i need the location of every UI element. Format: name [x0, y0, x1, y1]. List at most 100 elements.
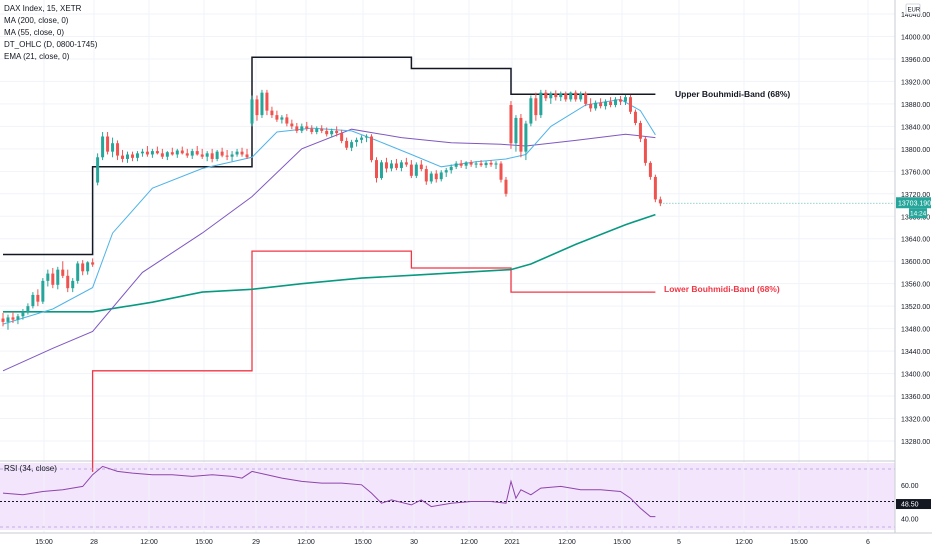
candle-body — [140, 151, 144, 154]
candle-body — [474, 163, 478, 165]
candle-body — [584, 93, 588, 104]
candle-body — [121, 155, 125, 159]
time-tick-label: 12:00 — [297, 539, 315, 546]
candle-body — [76, 263, 80, 281]
rsi-value-text: 48.50 — [901, 502, 919, 509]
price-tick-label: 13480.00 — [901, 327, 930, 334]
time-tick-label: 29 — [252, 539, 260, 546]
candle-body — [290, 123, 294, 127]
candle-body — [559, 93, 563, 98]
candle-body — [71, 280, 75, 289]
candle-body — [91, 262, 95, 265]
candle-body — [86, 262, 90, 272]
rsi-tick-label: 40.00 — [901, 516, 919, 523]
last-price-text: 13703.190 — [898, 201, 931, 208]
candle-body — [270, 110, 274, 116]
candle-body — [200, 154, 204, 157]
candle-body — [21, 311, 25, 317]
candle-body — [370, 136, 374, 161]
candle-body — [195, 151, 199, 155]
candle-body — [394, 163, 398, 168]
upper-band-line — [3, 56, 656, 256]
price-tick-label: 13720.00 — [901, 192, 930, 199]
candle-body — [245, 154, 249, 158]
candle-body — [534, 98, 538, 116]
candle-body — [126, 154, 129, 159]
candle-body — [175, 150, 179, 155]
candle-body — [479, 163, 483, 166]
candle-body — [325, 130, 329, 135]
rsi-value-tag — [896, 499, 931, 510]
indicator-ma200-label[interactable]: MA (200, close, 0) — [4, 16, 69, 25]
candle-body — [1, 318, 5, 322]
time-tick-label: 12:00 — [735, 539, 753, 546]
upper-band-label: Upper Bouhmidi-Band (68%) — [675, 89, 790, 99]
last-price-tag — [896, 197, 931, 209]
candle-body — [379, 162, 383, 179]
price-tick-label: 13800.00 — [901, 147, 930, 154]
candle-body — [295, 126, 299, 131]
candle-body — [454, 163, 458, 167]
candle-body — [414, 164, 418, 176]
candle-body — [459, 163, 463, 166]
price-tick-label: 13760.00 — [901, 169, 930, 176]
indicator-ema21-label[interactable]: EMA (21, close, 0) — [4, 52, 70, 61]
candle-body — [180, 150, 184, 154]
candle-body — [365, 136, 369, 138]
candle-body — [285, 117, 289, 124]
candle-body — [101, 136, 105, 158]
ema21-line — [2, 98, 656, 325]
time-tick-label: 28 — [90, 539, 98, 546]
price-tick-label: 13400.00 — [901, 372, 930, 379]
candle-body — [160, 153, 164, 157]
candle-body — [494, 163, 498, 165]
candle-body — [609, 101, 613, 106]
price-tick-label: 13640.00 — [901, 237, 930, 244]
candle-body — [116, 143, 120, 156]
candle-body — [66, 275, 70, 289]
candle-body — [280, 117, 284, 120]
candle-body — [499, 163, 503, 180]
candle-body — [150, 151, 154, 155]
rsi-pane: RSI (34, close) — [0, 464, 895, 528]
rsi-tick-label: 60.00 — [901, 483, 919, 490]
candle-body — [230, 154, 234, 157]
candle-body — [484, 162, 488, 166]
candle-body — [190, 151, 194, 156]
candle-body — [399, 162, 403, 168]
candle-body — [205, 153, 209, 157]
price-tick-label: 14000.00 — [901, 34, 930, 41]
countdown-text: 14:24 — [910, 211, 927, 218]
ma55-line — [2, 128, 656, 372]
price-tick-label: 13280.00 — [901, 439, 930, 446]
candle-body — [648, 162, 652, 177]
candle-body — [424, 169, 428, 182]
candle-body — [300, 126, 304, 131]
candle-body — [604, 101, 608, 107]
candle-body — [41, 280, 45, 302]
candle-body — [633, 111, 637, 123]
candle-body — [51, 273, 55, 285]
candle-body — [235, 151, 239, 155]
candle-body — [464, 162, 468, 166]
candle-body — [185, 153, 189, 156]
candle-body — [504, 179, 508, 194]
candle-body — [624, 97, 627, 102]
indicator-dtohlc-label[interactable]: DT_OHLC (D, 0800-1745) — [4, 40, 98, 49]
candle-body — [429, 173, 433, 182]
candle-body — [340, 133, 344, 141]
candle-body — [240, 151, 244, 155]
time-tick-label: 12:00 — [140, 539, 158, 546]
candle-body — [409, 164, 413, 176]
candle-body — [564, 93, 568, 100]
candle-body — [514, 117, 518, 144]
candle-body — [539, 92, 543, 116]
price-tick-label: 13520.00 — [901, 304, 930, 311]
candle-body — [638, 122, 642, 139]
indicator-ma55-label[interactable]: MA (55, close, 0) — [4, 28, 65, 37]
time-tick-label: 12:00 — [558, 539, 576, 546]
lower-band-line — [91, 250, 656, 472]
